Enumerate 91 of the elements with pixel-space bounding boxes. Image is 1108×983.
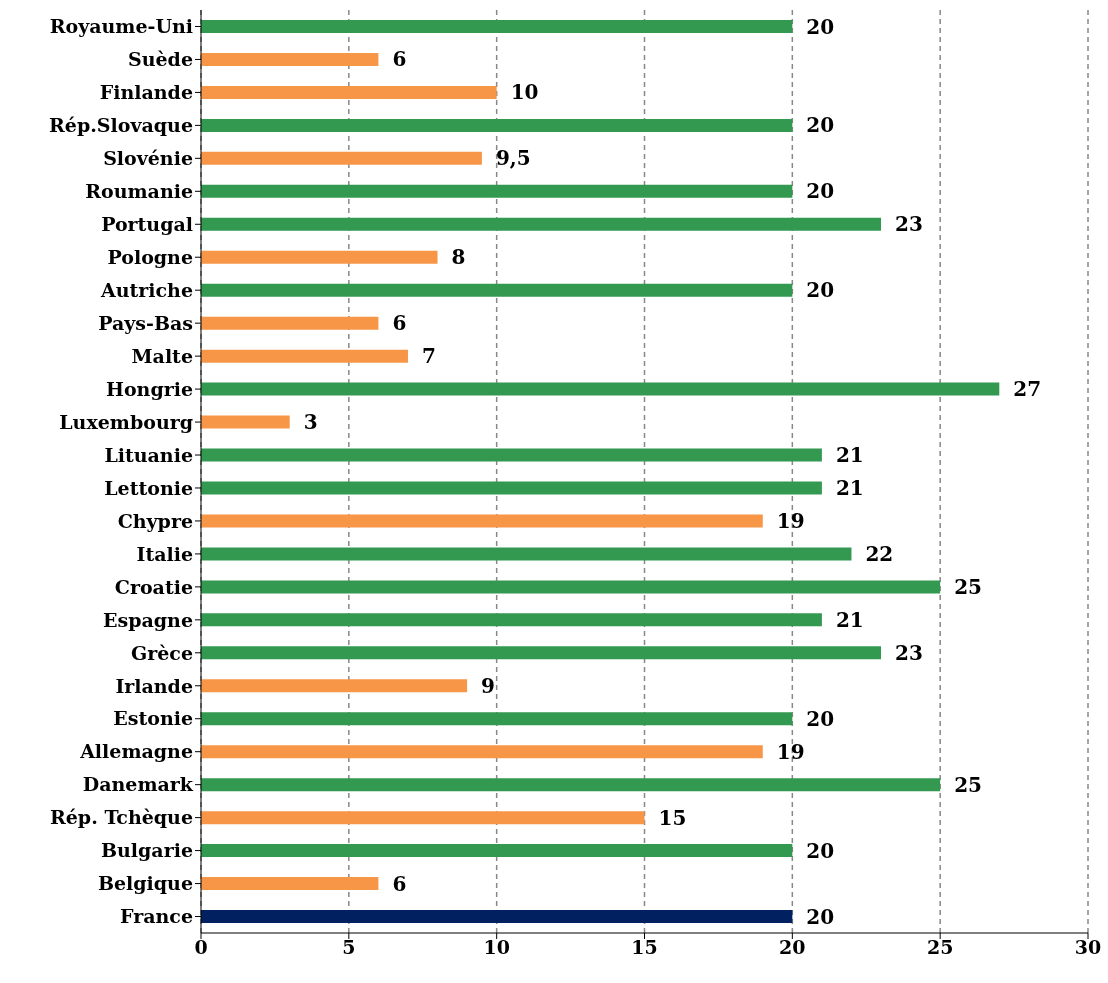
bar [201, 382, 1000, 396]
data-label: 23 [895, 212, 923, 237]
bar [201, 217, 882, 231]
data-label: 6 [392, 871, 407, 896]
bar [201, 910, 793, 924]
x-tick-label: 30 [1074, 936, 1102, 959]
data-label: 8 [451, 245, 466, 270]
data-label: 7 [421, 344, 436, 369]
data-label: 3 [303, 410, 318, 435]
y-tick-label: France [120, 905, 193, 928]
data-label: 19 [776, 508, 805, 533]
data-label: 21 [835, 443, 864, 468]
y-tick-label: Slovénie [103, 147, 193, 170]
y-tick-label: Irlande [115, 674, 193, 697]
y-tick-label: Autriche [99, 278, 193, 301]
bar [201, 811, 645, 825]
bar [201, 151, 482, 165]
data-label: 25 [954, 574, 983, 599]
y-tick-label: Rép. Tchèque [49, 806, 193, 829]
y-tick-label: Bulgarie [100, 839, 193, 862]
data-label: 15 [658, 805, 687, 830]
bar [201, 679, 468, 693]
bar [201, 250, 438, 264]
bar [201, 20, 793, 33]
data-label: 20 [806, 838, 835, 863]
x-tick-label: 5 [342, 936, 356, 959]
bar [201, 184, 793, 198]
bar [201, 745, 763, 759]
y-tick-label: Lettonie [104, 476, 193, 499]
bar [201, 514, 763, 528]
data-label: 6 [392, 311, 407, 336]
data-label: 23 [895, 640, 923, 665]
y-tick-label: Portugal [101, 213, 193, 236]
data-label: 9,5 [495, 146, 531, 171]
bar [201, 778, 941, 792]
y-tick-label: Malte [131, 344, 193, 367]
bar [201, 646, 882, 660]
data-label: 27 [1013, 377, 1042, 402]
bar [201, 283, 793, 297]
y-tick-label: Chypre [117, 509, 193, 532]
y-tick-label: Espagne [103, 608, 193, 631]
data-label: 22 [865, 541, 894, 566]
y-tick-label: Roumanie [85, 180, 193, 203]
data-label: 19 [776, 739, 805, 764]
data-label: 21 [835, 476, 864, 500]
data-label: 9 [481, 673, 496, 698]
y-tick-label: Grèce [131, 641, 193, 664]
bar [201, 547, 852, 561]
data-label: 20 [806, 278, 835, 303]
y-tick-label: Danemark [82, 773, 194, 796]
y-tick-label: Belgique [97, 872, 193, 895]
x-tick-label: 15 [631, 936, 658, 959]
data-label: 20 [806, 14, 835, 39]
bar [201, 580, 941, 594]
y-tick-label: Finlande [99, 81, 193, 104]
bar [201, 118, 793, 132]
y-tick-label: Luxembourg [59, 410, 193, 433]
y-tick-label: Pologne [107, 245, 193, 268]
y-tick-label: Estonie [113, 707, 193, 730]
bar [201, 52, 379, 66]
y-tick-label: Pays-Bas [98, 311, 193, 334]
y-tick-label: Royaume-Uni [49, 15, 193, 38]
y-tick-label: Allemagne [79, 740, 193, 763]
y-tick-label: Lituanie [104, 443, 193, 466]
bar [201, 415, 290, 429]
bar [201, 712, 793, 726]
data-label: 20 [806, 179, 835, 204]
bar [201, 448, 822, 462]
bar [201, 844, 793, 858]
y-tick-label: Rép.Slovaque [49, 114, 193, 137]
data-label: 10 [510, 80, 539, 105]
y-tick-label: Italie [136, 542, 193, 565]
x-tick-label: 10 [483, 936, 510, 959]
x-tick-label: 20 [779, 936, 806, 959]
data-label: 20 [806, 904, 835, 929]
data-label: 20 [806, 706, 835, 731]
data-label: 6 [392, 47, 407, 72]
data-label: 25 [954, 772, 983, 797]
bar [201, 85, 497, 99]
data-label: 20 [806, 113, 835, 138]
bar [201, 877, 379, 891]
x-tick-label: 25 [926, 936, 954, 959]
y-tick-label: Croatie [114, 575, 193, 598]
bar [201, 481, 822, 495]
x-tick-label: 0 [194, 936, 208, 959]
y-tick-label: Suède [128, 48, 193, 71]
bar [201, 613, 822, 627]
y-tick-label: Hongrie [105, 377, 193, 400]
data-label: 21 [835, 607, 864, 632]
bar [201, 316, 379, 330]
bar [201, 349, 408, 363]
